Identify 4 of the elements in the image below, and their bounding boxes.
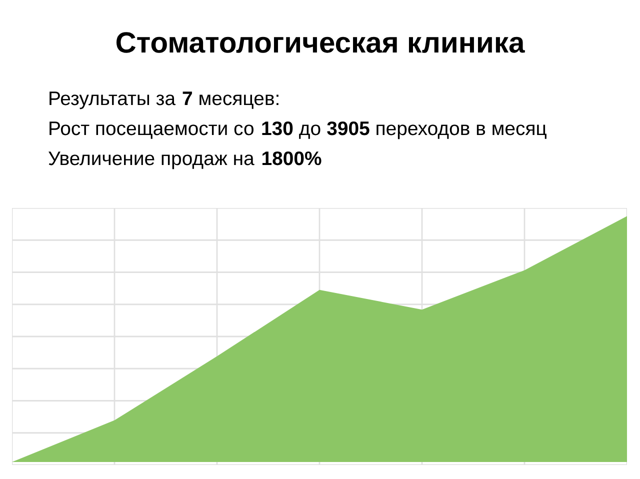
chart-title: Стоматологическая клиника <box>116 32 525 53</box>
text: Рост посещаемости со 130 до 3905 переходов в месяц <box>50 121 546 140</box>
chart-subtitle: Результаты за 7 месяцев: <box>50 92 278 110</box>
text: Увеличение продаж на 1800% <box>48 151 322 170</box>
